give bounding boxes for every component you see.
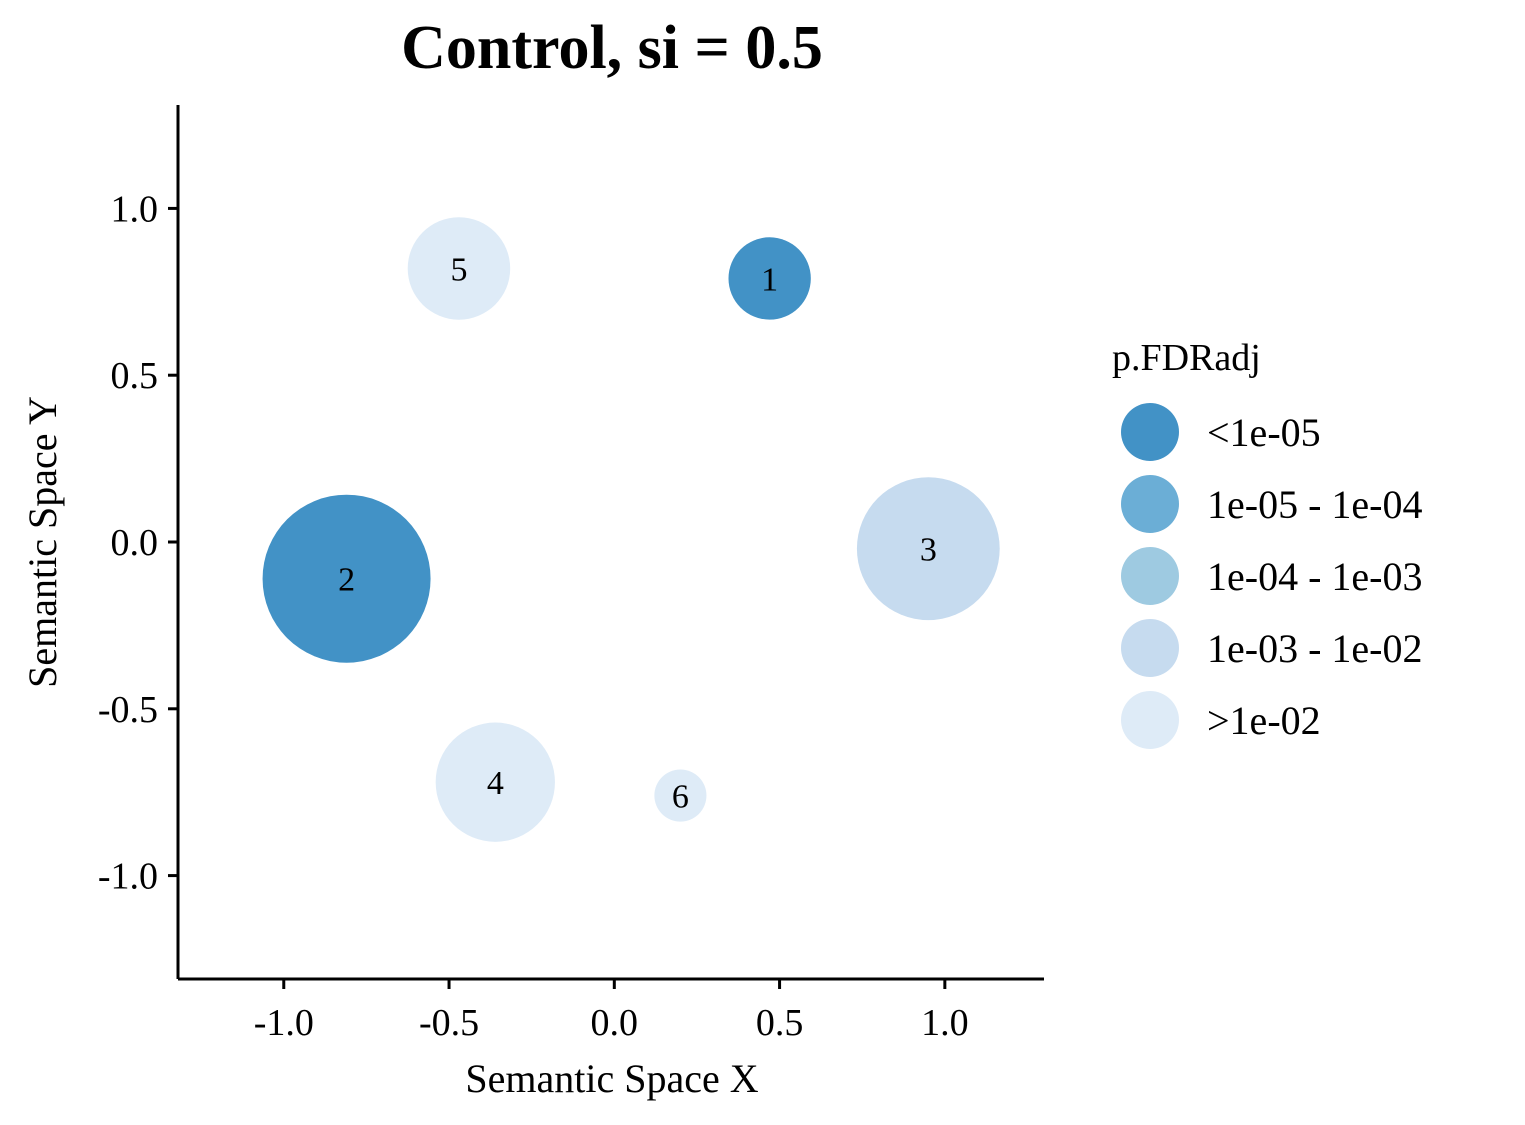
bubble-4	[435, 722, 555, 842]
x-tick-label: 0.5	[756, 1002, 804, 1044]
legend-label-3: 1e-03 - 1e-02	[1207, 626, 1422, 671]
legend-key-2	[1121, 547, 1179, 605]
legend-key-1	[1121, 475, 1179, 533]
legend-key-4	[1121, 691, 1179, 749]
x-ticks: -1.0 -0.5 0.0 0.5 1.0	[254, 979, 969, 1044]
bubble-label-6: 6	[672, 779, 689, 816]
legend-entries: <1e-05 1e-05 - 1e-04 1e-04 - 1e-03 1e-03 - …	[1121, 403, 1422, 749]
bubble-2	[262, 494, 431, 663]
x-axis-title: Semantic Space X	[465, 1056, 758, 1101]
bubbles: 1 2 3 4 5 6	[262, 217, 1000, 842]
bubble-1	[728, 237, 811, 320]
bubble-label-4: 4	[487, 765, 504, 802]
bubble-3	[856, 477, 1000, 621]
legend-title: p.FDRadj	[1112, 337, 1261, 379]
y-tick-label: 0.5	[111, 355, 159, 397]
y-tick-label: 1.0	[111, 188, 159, 230]
y-ticks: -1.0 -0.5 0.0 0.5 1.0	[98, 188, 178, 898]
y-axis-title: Semantic Space Y	[20, 396, 65, 688]
x-tick-label: -1.0	[254, 1002, 314, 1044]
legend-label-2: 1e-04 - 1e-03	[1207, 554, 1422, 599]
legend-label-1: 1e-05 - 1e-04	[1207, 482, 1422, 527]
chart-title: Control, si = 0.5	[401, 14, 823, 82]
legend-label-4: >1e-02	[1207, 698, 1321, 743]
x-tick-label: 0.0	[591, 1002, 639, 1044]
bubble-6	[654, 769, 707, 822]
bubble-label-2: 2	[338, 562, 355, 599]
bubble-label-5: 5	[450, 251, 467, 288]
x-tick-label: -0.5	[419, 1002, 479, 1044]
bubble-label-3: 3	[920, 532, 937, 569]
legend-label-0: <1e-05	[1207, 410, 1321, 455]
legend-key-0	[1121, 403, 1179, 461]
bubble-label-1: 1	[761, 261, 778, 298]
y-tick-label: -0.5	[98, 689, 158, 731]
y-tick-label: -1.0	[98, 856, 158, 898]
legend-key-3	[1121, 619, 1179, 677]
bubble-5	[407, 217, 511, 320]
legend: p.FDRadj <1e-05 1e-05 - 1e-04 1e-04 - 1e-0…	[1112, 337, 1422, 749]
x-tick-label: 1.0	[921, 1002, 969, 1044]
y-tick-label: 0.0	[111, 522, 159, 564]
